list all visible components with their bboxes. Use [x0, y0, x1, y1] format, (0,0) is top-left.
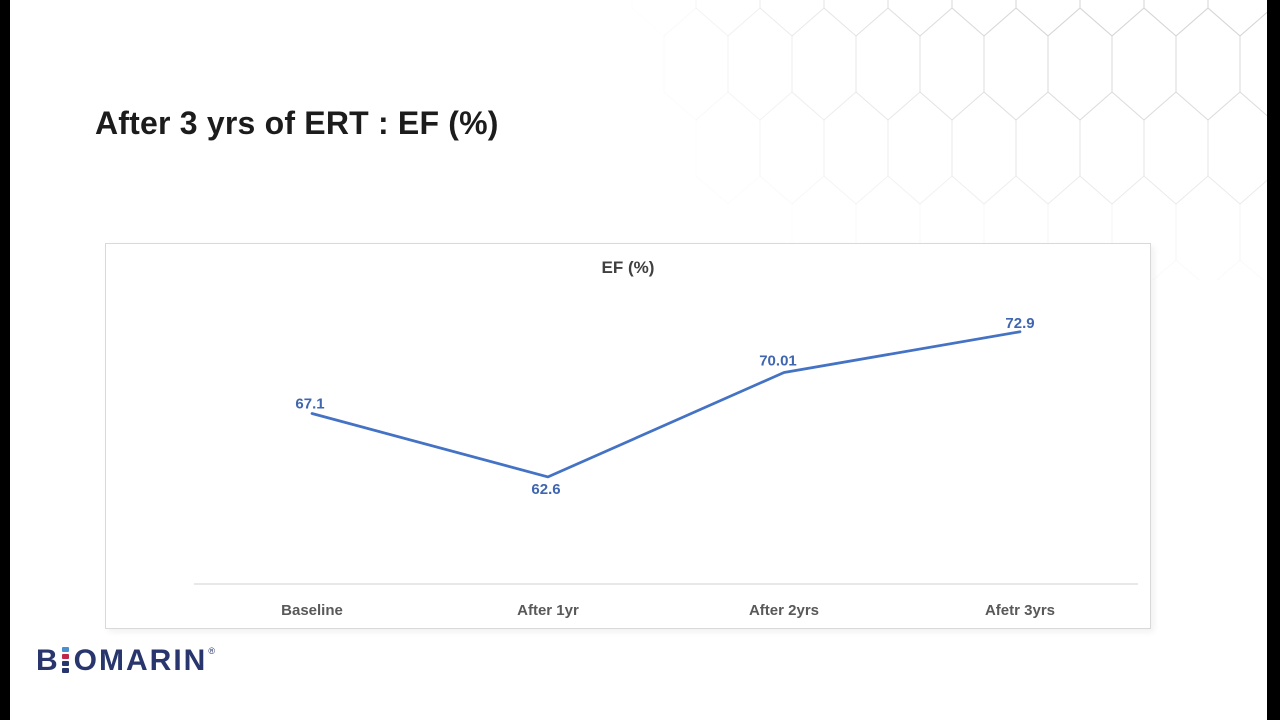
hexagon: [791, 7, 857, 121]
hexagon: [1015, 91, 1081, 205]
hexagon: [1207, 91, 1270, 205]
data-label: 72.9: [1005, 315, 1034, 332]
logo-letter-b: B: [36, 644, 60, 677]
logo-letters-omarin: OMARIN: [73, 644, 208, 677]
hexagon: [791, 175, 857, 280]
hexagon: [1079, 0, 1145, 37]
hexagon: [1143, 91, 1209, 205]
hexagon-pattern: [631, 0, 1270, 280]
hexagon: [983, 175, 1049, 280]
left-black-border: [0, 0, 10, 720]
hexagon: [695, 0, 761, 37]
logo-dotted-i-icon: [61, 647, 70, 675]
hexagon: [1015, 0, 1081, 37]
hexagon: [695, 91, 761, 205]
hexagon: [759, 0, 825, 37]
logo-i-segment: [61, 647, 69, 652]
hexagon: [823, 91, 889, 205]
chart-title: EF (%): [601, 258, 655, 277]
hexagon: [1047, 175, 1113, 280]
logo-i-segment: [61, 654, 69, 659]
hexagon: [1175, 175, 1241, 280]
logo-i-segment: [61, 668, 69, 673]
hexagon: [1111, 7, 1177, 121]
hexagon: [1175, 7, 1241, 121]
hexagon: [855, 7, 921, 121]
data-label: 62.6: [531, 481, 560, 498]
hexagon: [823, 0, 889, 37]
hexagon: [1143, 0, 1209, 37]
data-label: 70.01: [759, 352, 797, 369]
hexagon: [983, 7, 1049, 121]
hexagon: [663, 7, 729, 121]
hexagon: [1239, 9, 1270, 119]
logo-i-segment: [61, 661, 69, 666]
ef-series-line: [310, 330, 1022, 479]
hexagon: [727, 7, 793, 121]
ef-line-chart: 67.1 62.6 70.01 72.9 Baseline After 1yr After …: [105, 243, 1151, 629]
hexagon: [631, 0, 697, 37]
chart-plot-area: 67.1 62.6 70.01 72.9 Baseline After 1yr After …: [194, 315, 1138, 619]
right-black-border: [1267, 0, 1280, 720]
hexagon: [919, 175, 985, 280]
hexagon: [1079, 91, 1145, 205]
x-axis-label: After 2yrs: [749, 602, 819, 619]
hexagon: [855, 175, 921, 280]
hexagon: [951, 0, 1017, 37]
data-label: 67.1: [295, 396, 324, 413]
hexagon: [1047, 7, 1113, 121]
hexagon: [951, 91, 1017, 205]
hexagon: [919, 7, 985, 121]
x-axis-label: Afetr 3yrs: [985, 602, 1055, 619]
hexagon: [1111, 175, 1177, 280]
logo-trademark: ®: [208, 646, 217, 656]
x-axis-label: After 1yr: [517, 602, 579, 619]
x-axis-label: Baseline: [281, 602, 343, 619]
slide-title: After 3 yrs of ERT : EF (%): [95, 105, 499, 142]
biomarin-logo: B OMARIN ®: [36, 646, 217, 678]
hexagon: [887, 0, 953, 37]
hexagon: [887, 91, 953, 205]
hexagon: [1239, 177, 1270, 280]
hexagon: [759, 91, 825, 205]
